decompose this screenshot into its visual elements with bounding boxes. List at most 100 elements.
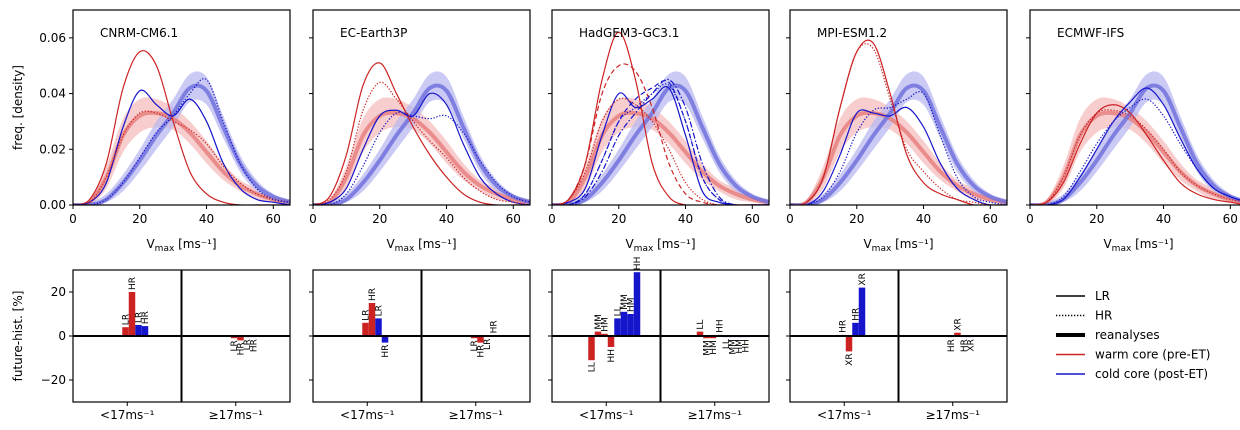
bar bbox=[954, 332, 961, 336]
x-tick-label: 20 bbox=[1089, 212, 1104, 226]
bar-label: HR bbox=[960, 339, 970, 352]
x-tick-label: ≥17ms⁻¹ bbox=[688, 408, 743, 422]
density-panel: 0 20 40 60 EC-Earth3P Vmax [ms⁻¹] bbox=[309, 9, 531, 254]
density-line bbox=[790, 83, 1007, 205]
x-tick-label: 60 bbox=[506, 212, 521, 226]
x-label-rest: [ms⁻¹] bbox=[174, 237, 216, 251]
bar bbox=[601, 333, 608, 336]
change-panel: LRHRLRHR<17ms⁻¹LRHRLRHR≥17ms⁻¹−20020futu… bbox=[11, 269, 291, 422]
change-panel: LLMMHMHHLLMMHMHH<17ms⁻¹LLMMHMHHLLMMHMHH≥… bbox=[548, 257, 770, 422]
density-line bbox=[313, 83, 530, 205]
y-tick-label: 0.04 bbox=[39, 87, 66, 101]
bar-label: HR bbox=[852, 308, 862, 321]
density-line bbox=[73, 89, 290, 205]
bar-label: HR bbox=[381, 345, 391, 358]
bar-label: HM bbox=[601, 317, 611, 332]
bar-label: XR bbox=[967, 339, 977, 351]
bar-label: HM bbox=[735, 339, 745, 354]
x-tick-label: 0 bbox=[548, 212, 556, 226]
x-label-sub: max bbox=[1112, 244, 1132, 254]
x-tick-label: 40 bbox=[916, 212, 931, 226]
x-tick-label: <17ms⁻¹ bbox=[100, 408, 155, 422]
density-line bbox=[73, 50, 290, 205]
x-label-base: V bbox=[625, 237, 634, 251]
bar-label: XR bbox=[954, 318, 964, 330]
bar bbox=[703, 336, 710, 339]
x-label-rest: [ms⁻¹] bbox=[653, 237, 695, 251]
bar-label: LR bbox=[362, 310, 372, 321]
bar bbox=[588, 336, 595, 361]
x-label-sub: max bbox=[634, 244, 654, 254]
x-tick-label: ≥17ms⁻¹ bbox=[209, 408, 264, 422]
bar bbox=[858, 287, 866, 336]
panel-frame bbox=[1029, 9, 1240, 206]
panel-frame bbox=[551, 9, 770, 206]
spread-band bbox=[73, 97, 290, 205]
x-tick-label: 40 bbox=[199, 212, 214, 226]
spread-band bbox=[313, 71, 530, 205]
bar bbox=[375, 318, 382, 336]
legend-label: LR bbox=[1095, 289, 1110, 303]
x-tick-label: 60 bbox=[1223, 212, 1238, 226]
x-tick-label: ≥17ms⁻¹ bbox=[926, 408, 981, 422]
bar bbox=[852, 322, 859, 336]
bar bbox=[709, 336, 717, 339]
spread-band bbox=[790, 71, 1007, 205]
bar bbox=[627, 314, 634, 336]
x-label-sub: max bbox=[155, 244, 175, 254]
bar-label: HH bbox=[742, 339, 752, 353]
legend-label: warm core (pre-ET) bbox=[1095, 348, 1210, 362]
x-label-base: V bbox=[1103, 237, 1112, 251]
y-axis-label: freq. [density] bbox=[11, 65, 25, 150]
x-tick-label: 20 bbox=[849, 212, 864, 226]
x-tick-label: ≥17ms⁻¹ bbox=[449, 408, 504, 422]
bar-label: HR bbox=[128, 277, 138, 290]
spread-band bbox=[1030, 71, 1240, 205]
bar-label: LL bbox=[588, 362, 598, 372]
bar bbox=[122, 327, 129, 336]
y-tick-label: 0.06 bbox=[39, 31, 66, 45]
spread-band bbox=[552, 71, 769, 205]
bar bbox=[141, 326, 149, 336]
x-label-sub: max bbox=[872, 244, 892, 254]
bar-label: MM bbox=[703, 340, 713, 356]
x-tick-label: 0 bbox=[69, 212, 77, 226]
legend-label: reanalyses bbox=[1095, 328, 1160, 342]
x-axis-label: Vmax [ms⁻¹] bbox=[386, 237, 456, 254]
bar bbox=[362, 322, 369, 336]
bar-label: HM bbox=[627, 297, 637, 312]
plot-area bbox=[73, 50, 290, 205]
panel-frame bbox=[312, 9, 531, 206]
bar-label: MM bbox=[594, 314, 604, 330]
spread-band bbox=[790, 97, 1007, 205]
bar-label: LR bbox=[243, 339, 253, 350]
plot-area bbox=[1030, 71, 1240, 205]
bar-label: LL bbox=[696, 320, 706, 330]
bar-label: HR bbox=[237, 342, 247, 355]
bar bbox=[696, 331, 704, 336]
bar bbox=[477, 336, 484, 343]
bar-label: LR bbox=[375, 305, 385, 316]
spread-band bbox=[73, 71, 290, 205]
bar-label: HR bbox=[490, 320, 500, 333]
x-label-base: V bbox=[863, 237, 872, 251]
density-line bbox=[552, 78, 769, 205]
bar bbox=[135, 325, 142, 336]
x-tick-label: 0 bbox=[786, 212, 794, 226]
y-tick-label: −20 bbox=[41, 373, 66, 387]
x-tick-label: <17ms⁻¹ bbox=[817, 408, 872, 422]
legend-label: cold core (post-ET) bbox=[1095, 367, 1208, 381]
x-tick-label: 20 bbox=[611, 212, 626, 226]
density-line bbox=[73, 110, 290, 205]
x-tick-label: <17ms⁻¹ bbox=[579, 408, 634, 422]
x-label-rest: [ms⁻¹] bbox=[891, 237, 933, 251]
bar-label: HR bbox=[250, 339, 260, 352]
x-tick-label: 40 bbox=[1156, 212, 1171, 226]
bar-label: MM bbox=[620, 294, 630, 310]
density-line bbox=[552, 110, 769, 205]
bar-label: XR bbox=[845, 353, 855, 365]
x-label-base: V bbox=[146, 237, 155, 251]
density-line bbox=[1030, 87, 1240, 205]
x-tick-label: 40 bbox=[678, 212, 693, 226]
